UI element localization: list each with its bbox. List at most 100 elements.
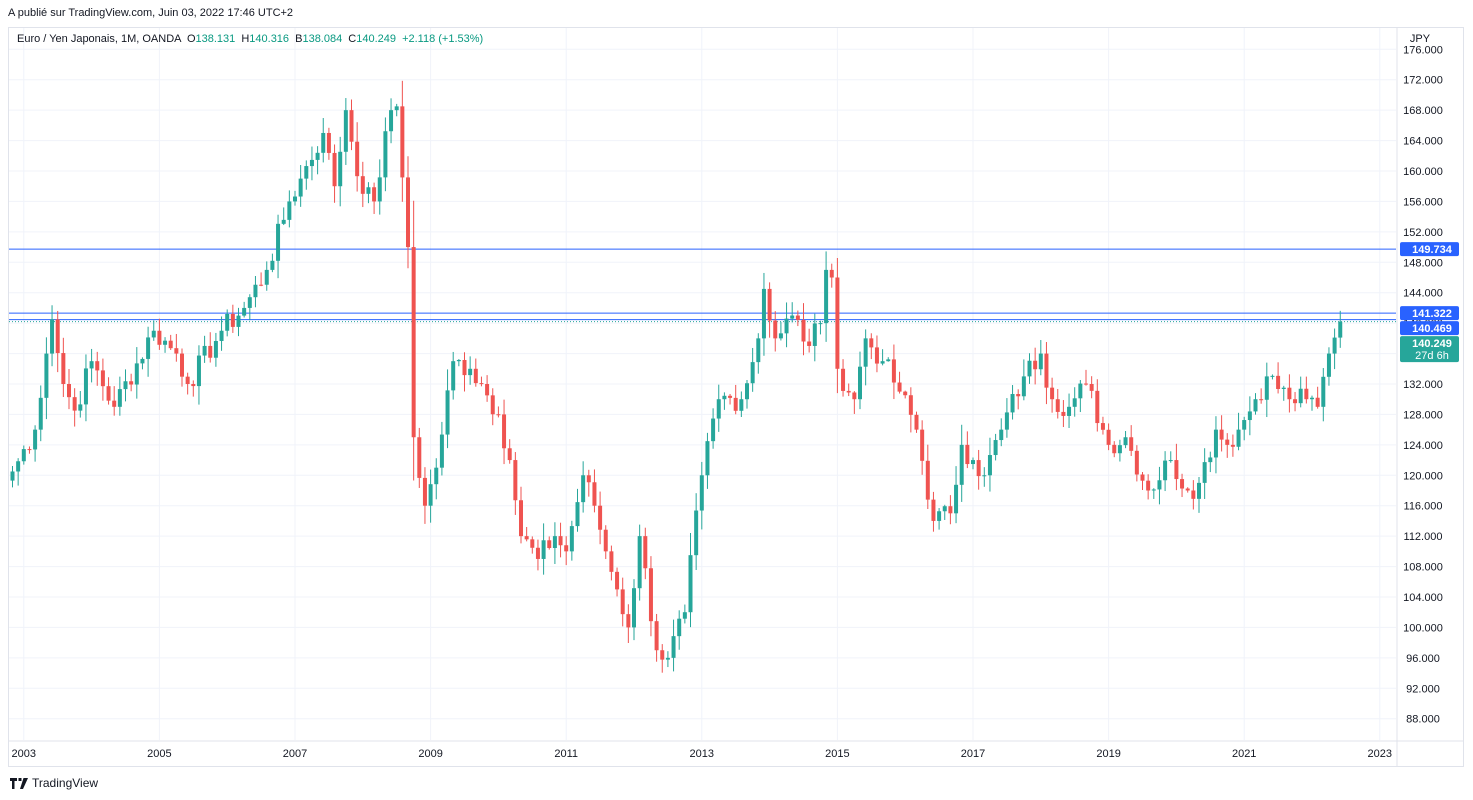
candle-body [72, 397, 77, 411]
x-tick-label: 2023 [1368, 748, 1392, 760]
candle-body [1310, 397, 1314, 400]
candle-body [1050, 387, 1055, 400]
candle-body [993, 440, 998, 456]
candle-body [112, 400, 117, 407]
candle-body [366, 187, 371, 194]
candle-body [462, 359, 467, 376]
candle-body [660, 650, 665, 660]
legend-high-label: H [241, 33, 250, 45]
candle-body [790, 315, 795, 319]
candle-body [1123, 437, 1128, 446]
candle-body [1157, 480, 1162, 490]
candle-body [106, 386, 111, 401]
candle-body [891, 359, 896, 383]
candle-body [259, 284, 264, 286]
candle-body [925, 460, 930, 500]
candle-body [349, 110, 354, 142]
candle-body [502, 414, 507, 449]
candle-body [1168, 460, 1173, 462]
candle-body [971, 460, 975, 465]
candle-body [643, 536, 648, 569]
candle-body [863, 338, 868, 367]
candle-body [654, 621, 659, 651]
candle-body [1072, 398, 1077, 407]
candle-body [298, 178, 303, 197]
price-axis-label-text: 140.249 [1412, 338, 1452, 350]
candle-body [1151, 489, 1156, 491]
candle-body [1287, 387, 1292, 400]
candle-body [1202, 462, 1207, 483]
candle-body [146, 337, 151, 359]
candle-body [965, 444, 970, 465]
x-tick-label: 2005 [147, 748, 171, 760]
candle-body [835, 277, 840, 369]
y-tick-label: 104.000 [1403, 592, 1443, 604]
tradingview-logo-icon [10, 777, 28, 789]
y-tick-label: 92.000 [1406, 683, 1440, 695]
candle-body [1140, 474, 1145, 481]
candle-body [276, 223, 281, 261]
candle-body [434, 467, 439, 485]
candle-body [739, 399, 744, 411]
legend-open-value: 138.131 [195, 33, 236, 45]
candle-body [417, 437, 422, 478]
candle-body [468, 368, 473, 376]
candle-body [270, 260, 275, 270]
x-tick-label: 2019 [1096, 748, 1120, 760]
legend-open-label: O [186, 33, 196, 45]
candle-body [547, 540, 552, 549]
candle-body [942, 506, 947, 512]
candle-body [931, 499, 936, 521]
candle-body [1321, 376, 1326, 407]
candle-body [535, 547, 540, 559]
legend-change: +2.118 (+1.53%) [402, 33, 484, 45]
legend-close-label: C [348, 33, 357, 45]
candle-body [343, 110, 348, 152]
candle-body [874, 347, 879, 364]
candle-body [908, 395, 913, 415]
x-tick-label: 2015 [825, 748, 849, 760]
candle-body [858, 366, 862, 400]
y-tick-label: 116.000 [1404, 501, 1443, 513]
candle-body [767, 288, 772, 321]
y-tick-label: 176.000 [1403, 44, 1443, 56]
candle-body [846, 390, 851, 393]
legend-close-value: 140.249 [356, 33, 396, 45]
candle-body [1304, 388, 1309, 400]
candle-body [886, 359, 891, 362]
x-tick-label: 2017 [961, 748, 985, 760]
candle-body [699, 475, 704, 511]
x-tick-label: 2009 [418, 748, 442, 760]
candle-body [50, 319, 55, 354]
candle-body [123, 381, 128, 390]
candle-body [841, 368, 846, 391]
candle-body [1033, 360, 1038, 370]
x-tick-label: 2021 [1232, 748, 1256, 760]
candle-body [795, 315, 800, 320]
candle-body [869, 338, 874, 348]
candle-body [1191, 490, 1196, 499]
y-tick-label: 172.000 [1403, 75, 1443, 87]
candle-body [682, 612, 687, 619]
candle-body [355, 141, 360, 177]
candle-body [722, 395, 727, 400]
candle-body [665, 657, 670, 660]
candle-body [1293, 399, 1298, 404]
candle-body [637, 536, 642, 589]
candle-body [264, 269, 269, 285]
candle-body [287, 201, 292, 220]
candle-body [1236, 429, 1241, 447]
x-tick-label: 2013 [690, 748, 714, 760]
candle-body [1197, 482, 1201, 499]
candle-body [1208, 457, 1213, 463]
candle-body [897, 382, 902, 392]
candle-body [281, 219, 286, 224]
candle-body [728, 395, 733, 398]
price-axis-label-text: 149.734 [1412, 244, 1453, 256]
candle-body [1281, 387, 1286, 389]
candle-body [603, 529, 608, 552]
candle-body [309, 159, 314, 167]
candle-body [620, 589, 625, 615]
price-axis-label-text: 140.469 [1412, 323, 1452, 335]
